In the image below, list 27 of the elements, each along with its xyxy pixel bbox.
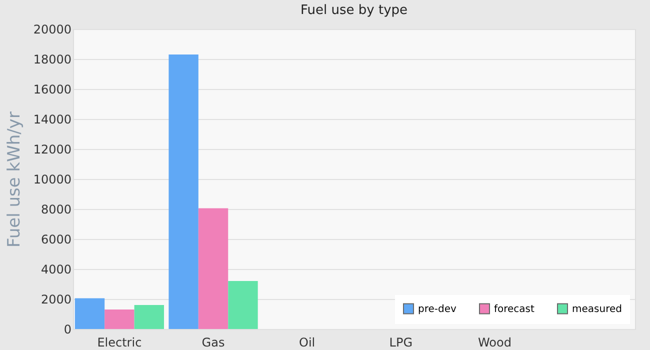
legend-label: measured [572, 304, 622, 315]
y-tick-label: 4000 [40, 262, 72, 276]
x-tick-label: Oil [299, 336, 316, 350]
x-tick-label: Gas [202, 336, 225, 350]
bar [134, 305, 164, 329]
x-tick-label: Electric [97, 336, 142, 350]
bar [74, 298, 105, 329]
y-tick-label: 16000 [33, 82, 72, 96]
bar [104, 310, 134, 329]
y-tick-label: 8000 [40, 202, 72, 216]
x-tick-label: LPG [389, 336, 413, 350]
y-tick-label: 2000 [40, 292, 72, 306]
y-tick-label: 10000 [33, 172, 72, 186]
x-tick-label: Wood [478, 336, 512, 350]
bar [228, 281, 258, 329]
y-tick-label: 6000 [40, 232, 72, 246]
y-tick-label: 14000 [33, 112, 72, 126]
y-tick-label: 20000 [33, 22, 72, 36]
y-tick-label: 12000 [33, 142, 72, 156]
legend-label: pre-dev [418, 304, 456, 315]
y-tick-label: 18000 [33, 52, 72, 66]
y-axis-title: Fuel use kWh/yr [4, 112, 24, 248]
chart-title: Fuel use by type [300, 3, 408, 18]
y-tick-label: 0 [64, 322, 72, 336]
bar [198, 208, 228, 329]
legend-label: forecast [494, 304, 535, 315]
bar [168, 54, 198, 329]
